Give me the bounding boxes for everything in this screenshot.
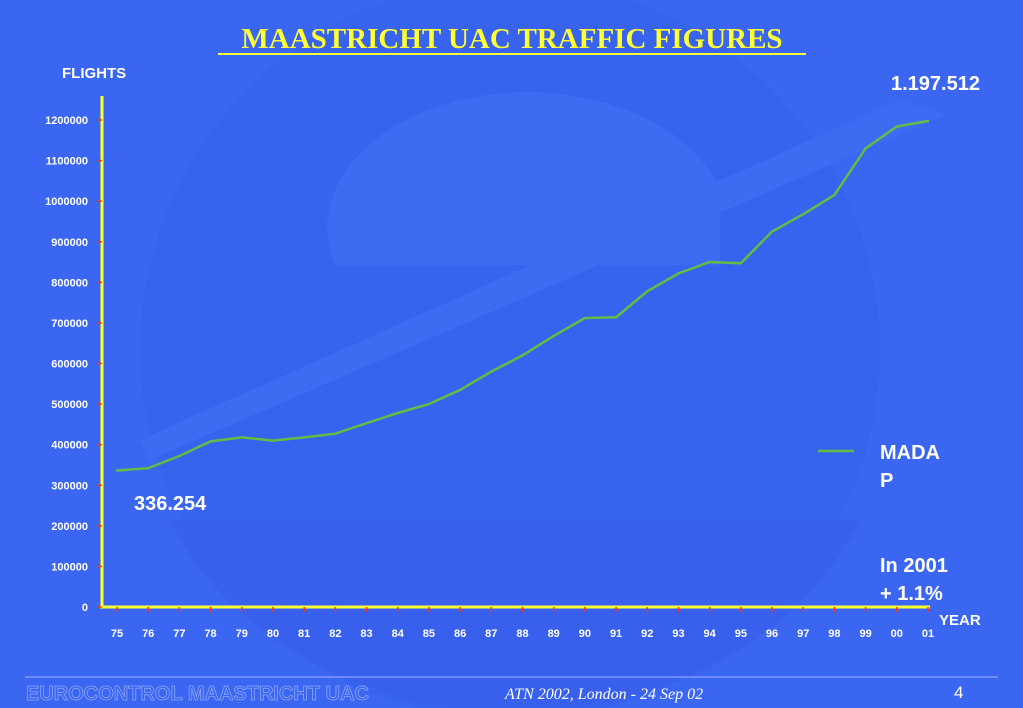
x-tick-label: 87: [485, 628, 497, 640]
x-tick-label: 80: [267, 628, 279, 640]
data-point: [178, 454, 181, 458]
x-tick-label: 01: [922, 628, 934, 640]
y-tick-label: 1000000: [45, 196, 88, 208]
data-point: [926, 119, 930, 123]
x-tick-label: 84: [392, 628, 405, 640]
data-point: [833, 193, 836, 197]
x-tick-label: 77: [173, 628, 185, 640]
y-axis-ticks: 0 100000 200000 300000 400000 500000 600000 700…: [45, 115, 102, 614]
footer-event: ATN 2002, London - 24 Sep 02: [504, 686, 703, 703]
data-point: [458, 388, 462, 392]
x-tick-label: 83: [360, 628, 372, 640]
y-tick-label: 500000: [51, 399, 88, 411]
slide-title: MAASTRICHT UAC TRAFFIC FIGURES: [241, 23, 782, 55]
data-point: [739, 262, 743, 265]
y-tick-label: 600000: [51, 359, 88, 371]
y-tick-label: 1100000: [46, 156, 88, 168]
y-axis-label: FLIGHTS: [62, 65, 126, 82]
x-tick-label: 85: [423, 628, 435, 640]
data-point: [708, 260, 711, 264]
x-tick-label: 91: [610, 628, 622, 640]
x-tick-label: 92: [641, 628, 653, 640]
data-point: [895, 125, 899, 128]
growth-note-line2: + 1.1%: [880, 583, 943, 605]
data-point: [334, 432, 337, 435]
data-point: [614, 316, 618, 319]
x-tick-label: 90: [579, 628, 591, 640]
data-point: [802, 212, 805, 216]
page-number: 4: [954, 683, 963, 702]
y-tick-label: 900000: [51, 237, 88, 249]
data-point: [770, 230, 774, 233]
footer-organization: EUROCONTROL MAASTRICHT UAC: [26, 683, 369, 705]
x-tick-label: 94: [704, 628, 717, 640]
data-point: [365, 421, 368, 425]
data-point: [271, 439, 275, 442]
x-tick-label: 98: [828, 628, 840, 640]
series-points-madap: [115, 119, 930, 472]
x-tick-label: 99: [859, 628, 871, 640]
x-tick-label: 81: [298, 628, 310, 640]
x-axis-ticks: 75 76 77 78 79 80 81 82 83 84 85 86 87 88 89 90 91 92 93 94…: [111, 607, 934, 640]
start-value-annotation: 336.254: [134, 493, 207, 515]
x-axis-label: YEAR: [939, 612, 981, 629]
data-point: [396, 411, 399, 415]
data-point: [427, 402, 431, 406]
line-chart: 0 100000 200000 300000 400000 500000 600000 700…: [45, 96, 934, 640]
data-point: [209, 440, 212, 443]
x-tick-label: 00: [891, 628, 903, 640]
data-point: [583, 316, 587, 320]
x-tick-label: 97: [797, 628, 809, 640]
legend: MADA P: [818, 442, 940, 492]
y-tick-label: 700000: [51, 318, 88, 330]
data-point: [240, 436, 243, 439]
y-tick-label: 400000: [51, 440, 88, 452]
data-point: [146, 467, 150, 470]
y-tick-label: 100000: [51, 561, 88, 573]
growth-note-line1: In 2001: [880, 555, 948, 577]
data-point: [302, 436, 306, 439]
y-tick-label: 200000: [51, 521, 88, 533]
x-tick-label: 88: [516, 628, 528, 640]
data-point: [490, 370, 493, 373]
x-tick-label: 95: [735, 628, 747, 640]
x-tick-label: 93: [672, 628, 684, 640]
end-value-annotation: 1.197.512: [891, 73, 980, 95]
y-tick-label: 300000: [51, 480, 88, 492]
x-tick-label: 79: [236, 628, 248, 640]
x-tick-label: 86: [454, 628, 466, 640]
data-point: [115, 469, 119, 472]
x-tick-label: 76: [142, 628, 154, 640]
data-point: [552, 334, 555, 338]
x-tick-label: 96: [766, 628, 778, 640]
data-point: [521, 354, 524, 357]
x-tick-label: 89: [548, 628, 560, 640]
x-tick-label: 78: [204, 628, 216, 640]
x-tick-label: 75: [111, 628, 123, 640]
legend-label-line2: P: [880, 470, 893, 492]
legend-label-line1: MADA: [880, 442, 940, 464]
x-tick-label: 82: [329, 628, 341, 640]
data-point: [864, 147, 867, 150]
y-tick-label: 1200000: [45, 115, 88, 127]
y-tick-label: 800000: [51, 277, 88, 289]
data-point: [646, 290, 649, 293]
data-point: [677, 272, 680, 275]
eurocontrol-logo-watermark: [140, 0, 945, 708]
y-tick-label: 0: [82, 602, 88, 614]
